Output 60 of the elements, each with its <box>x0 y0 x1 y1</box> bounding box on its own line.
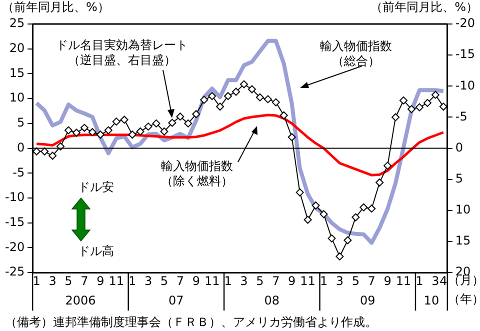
y-tick-label: 20 <box>9 40 25 55</box>
x-tick-label: 3 <box>48 274 56 288</box>
x-tick-label: 3 <box>336 274 344 288</box>
x-tick-label: 3 <box>240 274 248 288</box>
x-tick-label: 11 <box>108 274 124 288</box>
x-tick-label: 9 <box>96 274 104 288</box>
x-tick-label: 7 <box>176 274 184 288</box>
x-tick-label: 4 <box>440 274 448 288</box>
x-tick-label: 9 <box>288 274 296 288</box>
y-axis-title: （前年同月比、%） <box>2 0 110 14</box>
y-tick-label: 10 <box>9 90 25 105</box>
x-tick-label: 1 <box>32 274 40 288</box>
text: 2006 <box>65 294 96 308</box>
x-tick-label: 9 <box>192 274 200 288</box>
x-tick-label: 1 <box>416 274 424 288</box>
x-tick-label: 11 <box>300 274 316 288</box>
text: 10 <box>424 294 440 308</box>
y2-tick-label: -5 <box>455 109 468 124</box>
annotation: ドル高 <box>78 244 114 258</box>
x-tick-label: 3 <box>144 274 152 288</box>
x-tick-label: 1 <box>224 274 232 288</box>
series-label: 輸入物価指数（除く燃料） <box>161 159 233 188</box>
y-tick-label: 25 <box>9 16 25 30</box>
y2-tick-label: 10 <box>455 202 471 217</box>
x-tick-label: 7 <box>368 274 376 288</box>
y-tick-label: -5 <box>12 165 25 180</box>
y-tick-label: -25 <box>4 264 25 279</box>
x-tick-label: 1 <box>128 274 136 288</box>
text: （年） <box>448 292 480 306</box>
text: 08 <box>264 294 280 308</box>
x-tick-label: 11 <box>396 274 412 288</box>
y2-tick-label: 5 <box>455 172 464 186</box>
y2-tick-label: -10 <box>455 78 476 92</box>
x-tick-label: 9 <box>384 274 392 288</box>
x-tick-label: 7 <box>80 274 88 288</box>
text: 輸入物価指数（総合） <box>320 39 392 68</box>
x-tick-label: 5 <box>160 274 168 288</box>
y-tick-label: -15 <box>4 215 25 230</box>
y-tick-label: -20 <box>4 240 25 254</box>
y2-tick-label: -15 <box>455 47 476 62</box>
x-tick-label: 7 <box>272 274 280 288</box>
y-tick-label: 0 <box>16 140 25 154</box>
x-tick-label: 1 <box>320 274 328 288</box>
x-tick-label: 5 <box>352 274 360 288</box>
y2-tick-label: 15 <box>455 234 471 248</box>
y-tick-label: 5 <box>16 116 25 130</box>
text: （備考）連邦準備制度理事会（ＦＲＢ）、アメリカ労働省より作成。 <box>5 315 377 330</box>
y2-tick-label: 0 <box>455 140 464 154</box>
text: ドル名目実効為替レート（逆目盛、右目盛） <box>56 38 188 68</box>
annotation: ドル安 <box>78 180 114 194</box>
x-tick-label: 3 <box>432 274 440 288</box>
y-tick-label: -10 <box>4 190 25 204</box>
y2-tick-label: -20 <box>455 16 476 30</box>
x-tick-label: 11 <box>204 274 220 288</box>
x-tick-label: 5 <box>64 274 72 288</box>
y2-axis-title: （前年同月比、%） <box>370 0 478 14</box>
x-tick-label: 5 <box>256 274 264 288</box>
text: 09 <box>360 294 376 308</box>
text: 07 <box>168 294 184 308</box>
y-tick-label: 15 <box>9 66 25 80</box>
